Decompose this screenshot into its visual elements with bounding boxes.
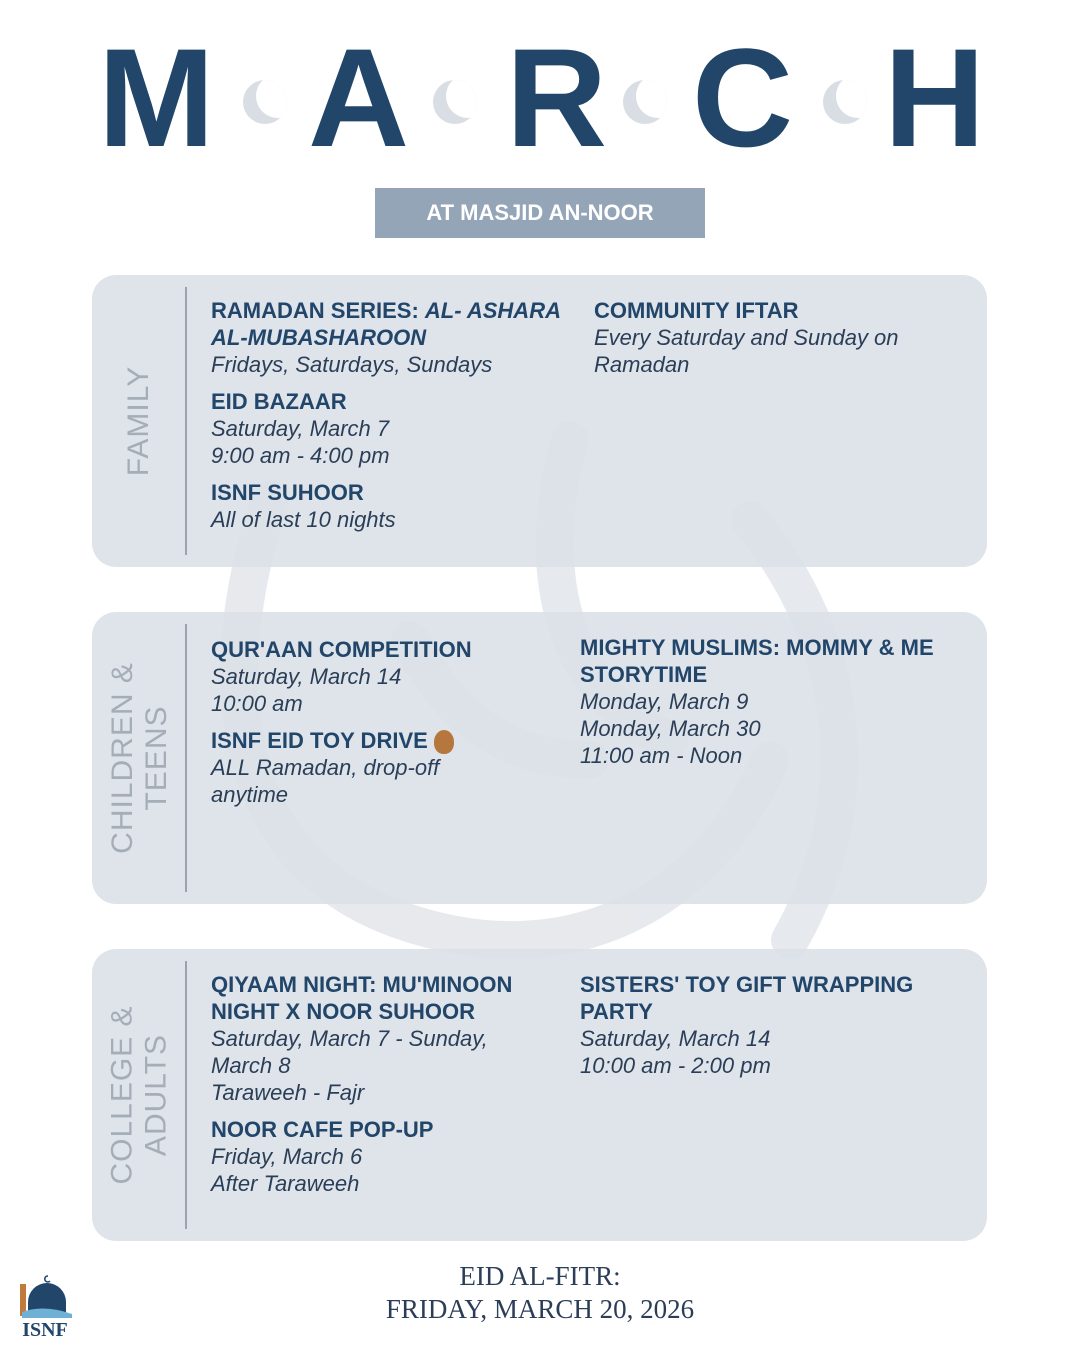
event-title: NOOR CAFE POP-UP xyxy=(211,1117,434,1142)
left-column: QIYAAM NIGHT: MU'MINOON NIGHT X NOOR SUH… xyxy=(211,971,551,1207)
divider xyxy=(185,287,187,555)
right-column: MIGHTY MUSLIMS: MOMMY & ME STORYTIME Mon… xyxy=(580,634,970,779)
section-family: FAMILY RAMADAN SERIES: AL- ASHARA AL-MUB… xyxy=(92,275,987,567)
eid-date: EID AL-FITR: FRIDAY, MARCH 20, 2026 xyxy=(300,1260,780,1326)
title-letter-c: C xyxy=(692,19,794,176)
event: ISNF EID TOY DRIVE ALL Ramadan, drop-off… xyxy=(211,727,491,808)
divider xyxy=(185,961,187,1229)
event-detail: Monday, March 30 xyxy=(580,716,761,741)
event: ISNF SUHOOR All of last 10 nights xyxy=(211,479,571,533)
title-letter-r: R xyxy=(506,19,608,176)
event: RAMADAN SERIES: AL- ASHARA AL-MUBASHAROO… xyxy=(211,297,571,378)
event-title-italic: AL- ASHARA AL-MUBASHAROON xyxy=(211,298,561,350)
event-detail: Saturday, March 7 xyxy=(211,416,390,441)
event-detail: Saturday, March 14 xyxy=(580,1026,771,1051)
section-label: CHILDREN & TEENS xyxy=(105,662,173,854)
event-detail: Every Saturday and Sunday on Ramadan xyxy=(594,325,899,377)
event-detail: ALL Ramadan, drop-off anytime xyxy=(211,755,440,808)
eid-label: EID AL-FITR: xyxy=(459,1261,621,1291)
event-detail: Saturday, March 7 - Sunday, March 8 xyxy=(211,1026,488,1078)
left-column: QUR'AAN COMPETITION Saturday, March 14 1… xyxy=(211,636,491,818)
isnf-logo: ISNF xyxy=(14,1272,76,1342)
left-column: RAMADAN SERIES: AL- ASHARA AL-MUBASHAROO… xyxy=(211,297,571,543)
event-detail: 11:00 am - Noon xyxy=(580,743,743,768)
event-title: MIGHTY MUSLIMS: MOMMY & ME STORYTIME xyxy=(580,635,934,687)
event: COMMUNITY IFTAR Every Saturday and Sunda… xyxy=(594,297,934,378)
event: SISTERS' TOY GIFT WRAPPING PARTY Saturda… xyxy=(580,971,950,1079)
event-title: QIYAAM NIGHT: MU'MINOON NIGHT X NOOR SUH… xyxy=(211,972,513,1024)
event: MIGHTY MUSLIMS: MOMMY & ME STORYTIME Mon… xyxy=(580,634,970,769)
event-title: RAMADAN SERIES: xyxy=(211,298,425,323)
event-detail: Taraweeh - Fajr xyxy=(211,1080,365,1105)
crescent-moon-icon xyxy=(823,80,867,124)
divider xyxy=(185,624,187,892)
event-detail: Saturday, March 14 xyxy=(211,664,402,689)
event-detail: Monday, March 9 xyxy=(580,689,749,714)
section-children-teens: CHILDREN & TEENS QUR'AAN COMPETITION Sat… xyxy=(92,612,987,904)
teddy-bear-icon xyxy=(433,730,454,755)
section-label: COLLEGE & ADULTS xyxy=(105,1005,173,1185)
event: EID BAZAAR Saturday, March 7 9:00 am - 4… xyxy=(211,388,571,469)
event: NOOR CAFE POP-UP Friday, March 6 After T… xyxy=(211,1116,551,1197)
eid-date-text: FRIDAY, MARCH 20, 2026 xyxy=(385,1294,695,1324)
right-column: COMMUNITY IFTAR Every Saturday and Sunda… xyxy=(594,297,934,388)
event-title: ISNF EID TOY DRIVE xyxy=(211,728,428,753)
event-detail: All of last 10 nights xyxy=(211,507,396,532)
event-detail: 10:00 am - 2:00 pm xyxy=(580,1053,771,1078)
crescent-moon-icon xyxy=(243,80,287,124)
title-letter-m: M xyxy=(98,19,215,176)
event-detail: 9:00 am - 4:00 pm xyxy=(211,443,390,468)
event-title: EID BAZAAR xyxy=(211,389,347,414)
crescent-moon-icon xyxy=(623,80,667,124)
event-detail: After Taraweeh xyxy=(211,1171,360,1196)
title-letter-h: H xyxy=(884,19,986,176)
event: QUR'AAN COMPETITION Saturday, March 14 1… xyxy=(211,636,491,717)
event-detail: Friday, March 6 xyxy=(211,1144,363,1169)
mosque-dome-icon xyxy=(20,1275,72,1318)
title-letter-a: A xyxy=(308,19,410,176)
section-college-adults: COLLEGE & ADULTS QIYAAM NIGHT: MU'MINOON… xyxy=(92,949,987,1241)
event-title: QUR'AAN COMPETITION xyxy=(211,637,472,662)
event-detail: Fridays, Saturdays, Sundays xyxy=(211,352,493,377)
section-label: FAMILY xyxy=(122,365,156,477)
event: QIYAAM NIGHT: MU'MINOON NIGHT X NOOR SUH… xyxy=(211,971,551,1106)
event-title: COMMUNITY IFTAR xyxy=(594,298,799,323)
location-badge: AT MASJID AN-NOOR xyxy=(375,188,705,238)
event-detail: 10:00 am xyxy=(211,691,303,716)
event-title: SISTERS' TOY GIFT WRAPPING PARTY xyxy=(580,972,914,1024)
right-column: SISTERS' TOY GIFT WRAPPING PARTY Saturda… xyxy=(580,971,950,1089)
crescent-moon-icon xyxy=(433,80,477,124)
event-title: ISNF SUHOOR xyxy=(211,480,364,505)
